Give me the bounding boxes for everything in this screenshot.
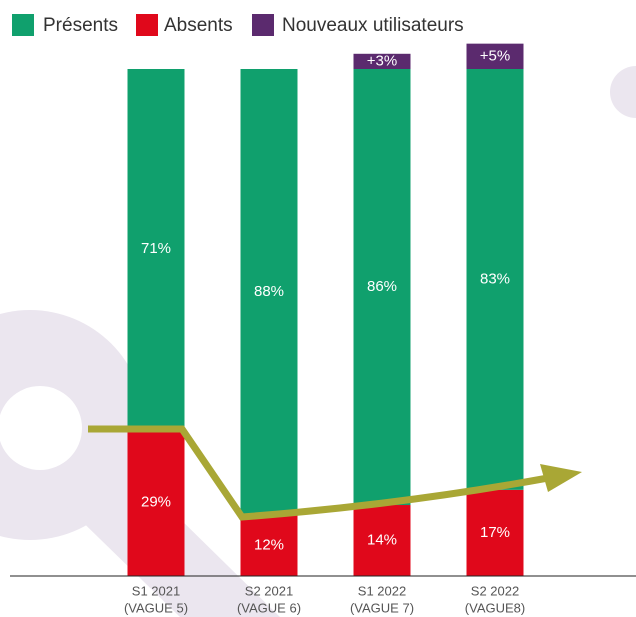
x-tick-label: S1 2021 [132,583,180,598]
legend-swatch [12,14,34,36]
x-tick-label: S2 2022 [471,583,519,598]
legend-swatch [252,14,274,36]
x-tick-label: S1 2022 [358,583,406,598]
value-label: 71% [141,240,171,257]
value-label: 14% [367,531,397,548]
x-tick-label: (VAGUE 5) [124,600,188,615]
x-tick-label: S2 2021 [245,583,293,598]
legend-label: Nouveaux utilisateurs [282,15,464,36]
value-label: 86% [367,278,397,295]
legend-swatch [136,14,158,36]
value-label: 12% [254,537,284,554]
value-label: 88% [254,283,284,300]
value-label: 17% [480,524,510,541]
x-tick-label: (VAGUE 6) [237,600,301,615]
legend-label: Absents [164,15,233,36]
value-label: 83% [480,270,510,287]
chart: Présents Absents Nouveaux utilisateurs 29% 7… [0,0,636,617]
value-label: 29% [141,493,171,510]
value-label: +5% [480,47,510,64]
x-tick-label: (VAGUE8) [465,600,525,615]
value-label: +3% [367,52,397,69]
x-tick-label: (VAGUE 7) [350,600,414,615]
legend-label: Présents [43,15,118,36]
background-decoration [0,66,636,617]
